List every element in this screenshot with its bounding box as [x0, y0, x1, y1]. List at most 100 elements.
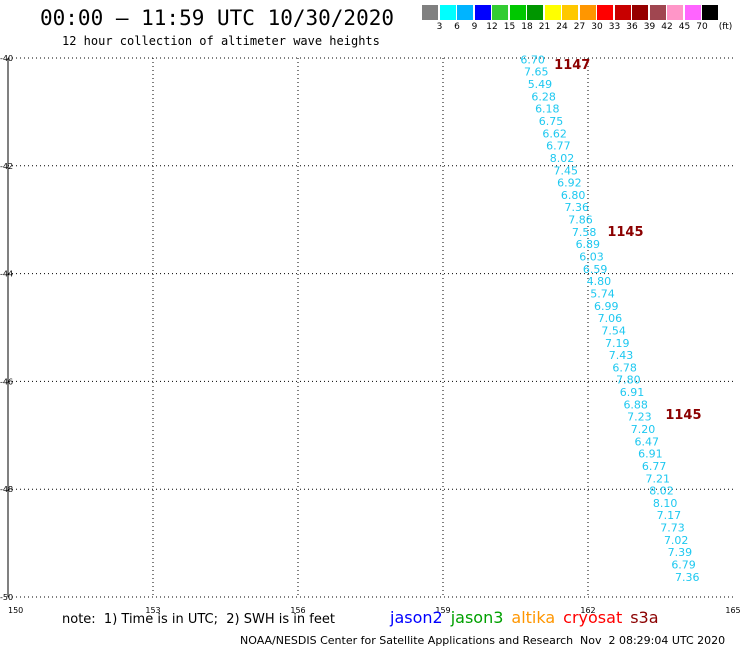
- lon-tick-label: 162: [580, 606, 595, 615]
- pass-time-label: 1145: [607, 225, 643, 240]
- wave-height-value: 6.18: [535, 103, 560, 116]
- wave-height-value: 6.77: [546, 140, 571, 153]
- wave-height-value: 7.43: [609, 349, 634, 362]
- colorbar-swatch: [562, 5, 578, 20]
- colorbar-label: 12: [486, 22, 498, 32]
- wave-height-value: 6.70: [520, 53, 545, 66]
- lat-tick-label: -48: [0, 485, 13, 494]
- wave-height-value: 6.75: [539, 115, 564, 128]
- pass-time-label: 1147: [554, 58, 590, 73]
- wave-height-value: 7.45: [553, 164, 578, 177]
- lon-tick-label: 153: [145, 606, 160, 615]
- wave-height-value: 6.89: [576, 238, 601, 251]
- satellite-legend-cryosat: cryosat: [563, 608, 623, 627]
- wave-height-value: 7.73: [660, 522, 685, 535]
- colorbar-swatch: [649, 5, 666, 20]
- page-title: 00:00 – 11:59 UTC 10/30/2020: [40, 6, 395, 30]
- wave-height-value: 8.02: [550, 152, 575, 165]
- colorbar-label: 6: [454, 22, 460, 32]
- colorbar-swatch: [632, 5, 648, 20]
- wave-height-value: 7.36: [675, 571, 700, 584]
- wave-height-value: 7.54: [601, 324, 626, 337]
- wave-height-value: 4.80: [587, 275, 612, 288]
- colorbar-label: 70: [696, 22, 708, 32]
- colorbar-swatch: [684, 5, 701, 20]
- colorbar-swatch: [614, 5, 631, 20]
- wave-height-value: 6.79: [671, 559, 696, 572]
- wave-height-value: 7.06: [598, 312, 623, 325]
- wave-height-value: 7.21: [646, 472, 671, 485]
- wave-height-value: 7.86: [568, 214, 593, 227]
- colorbar-label: 18: [521, 22, 533, 32]
- page-subtitle: 12 hour collection of altimeter wave hei…: [62, 34, 380, 48]
- wave-height-value: 5.49: [528, 78, 553, 91]
- colorbar-swatch: [422, 5, 438, 20]
- wave-height-value: 6.28: [531, 90, 556, 103]
- lat-tick-label: -42: [0, 162, 13, 171]
- colorbar-swatch: [667, 5, 683, 20]
- colorbar-swatch: [702, 5, 718, 20]
- colorbar-label: 39: [643, 22, 656, 32]
- lon-tick-label: 156: [290, 606, 305, 615]
- colorbar-label: 21: [538, 22, 551, 32]
- satellite-legend: jason2 jason3 altika cryosat s3a: [390, 608, 667, 627]
- axis-ticks: 150 153 156 159 162 165 -40 -42 -44 -46 -48 -50: [0, 54, 740, 615]
- colorbar-swatch: [492, 5, 508, 20]
- colorbar-swatch: [527, 5, 543, 20]
- wave-height-value: 7.02: [664, 534, 689, 547]
- colorbar-swatch: [457, 5, 473, 20]
- wave-height-value: 6.47: [634, 435, 659, 448]
- wave-height-value: 7.39: [668, 546, 693, 559]
- wave-height-value: 6.77: [642, 460, 667, 473]
- satellite-legend-jason2: jason2: [390, 608, 443, 627]
- satellite-legend-s3a: s3a: [630, 608, 659, 627]
- wave-height-value: 7.36: [565, 201, 590, 214]
- wave-height-value: 6.88: [623, 398, 648, 411]
- lat-tick-label: -44: [0, 270, 13, 279]
- colorbar-label: 45: [678, 22, 691, 32]
- wave-height-value: 6.92: [557, 177, 582, 190]
- wave-height-value: 7.58: [572, 226, 597, 239]
- lat-tick-label: -50: [0, 593, 13, 602]
- colorbar-label: 30: [591, 22, 603, 32]
- colorbar-label: 24: [556, 22, 568, 32]
- wave-height-value: 7.80: [616, 374, 641, 387]
- wave-height-value: 7.17: [657, 509, 682, 522]
- colorbar-swatch: [439, 5, 456, 20]
- wave-height-value: 6.78: [612, 361, 637, 374]
- satellite-legend-jason3: jason3: [450, 608, 504, 627]
- footer-note: note: 1) Time is in UTC; 2) SWH is in fe…: [62, 612, 335, 627]
- wave-height-value: 6.62: [542, 127, 567, 140]
- colorbar-label: 33: [608, 22, 621, 32]
- colorbar-label: 3: [436, 22, 443, 32]
- colorbar-label: 15: [503, 22, 516, 32]
- colorbar-label: 9: [471, 22, 478, 32]
- colorbar-swatch: [579, 5, 596, 20]
- lon-tick-label: 165: [725, 606, 740, 615]
- colorbar-label: 42: [661, 22, 673, 32]
- wave-height-value: 6.91: [638, 448, 663, 461]
- wave-height-value: 6.59: [583, 263, 608, 276]
- pass-labels: 1147 1145 1145: [554, 58, 701, 423]
- credit-timestamp: Nov 2 08:29:04 UTC 2020: [580, 634, 726, 647]
- colorbar-swatch: [474, 5, 491, 20]
- lat-tick-label: -40: [0, 54, 13, 63]
- wave-height-value: 7.65: [524, 66, 549, 79]
- wave-height-value: 7.19: [605, 337, 630, 350]
- colorbar-swatch: [597, 5, 613, 20]
- colorbar-label: 27: [573, 22, 586, 32]
- satellite-legend-altika: altika: [511, 608, 556, 627]
- wave-height-value: 6.03: [579, 251, 604, 264]
- lon-tick-label: 159: [435, 606, 450, 615]
- wave-height-value: 5.74: [590, 287, 615, 300]
- wave-height-values: 6.707.655.496.286.186.756.626.778.027.45…: [520, 53, 699, 583]
- colorbar-unit: (ft): [718, 22, 733, 32]
- map-grid: [7, 57, 733, 598]
- lon-tick-label: 150: [8, 606, 23, 615]
- pass-time-label: 1145: [665, 408, 701, 423]
- credit-text: NOAA/NESDIS Center for Satellite Applica…: [240, 634, 574, 647]
- colorbar-label: 36: [626, 22, 638, 32]
- wave-height-value: 6.99: [594, 300, 619, 313]
- wave-height-value: 7.20: [631, 423, 656, 436]
- wave-height-value: 6.80: [561, 189, 586, 202]
